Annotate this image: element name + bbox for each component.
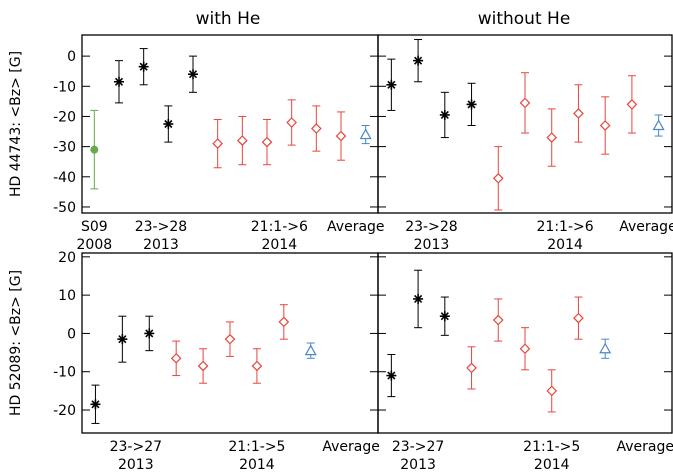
y-tick-label: -40 bbox=[53, 170, 76, 186]
category-label: S09 bbox=[81, 219, 108, 235]
y-tick-label: 0 bbox=[67, 49, 76, 65]
data-point-diamond bbox=[251, 360, 263, 372]
y-tick-label: -10 bbox=[53, 79, 76, 95]
y-tick-label: -20 bbox=[53, 403, 76, 419]
category-label: 21:1->5 bbox=[523, 439, 580, 455]
data-point-diamond bbox=[236, 135, 248, 146]
data-point-star bbox=[114, 76, 124, 87]
data-point-diamond bbox=[492, 172, 504, 184]
data-point-star bbox=[386, 370, 397, 381]
data-point-star bbox=[90, 399, 101, 410]
category-label: 23->28 bbox=[405, 219, 457, 235]
category-label: 21:1->5 bbox=[228, 439, 285, 455]
data-point-star bbox=[413, 293, 424, 304]
category-label: Average bbox=[322, 439, 380, 455]
category-year-label: 2014 bbox=[534, 457, 570, 473]
data-point-diamond bbox=[546, 132, 558, 143]
plot-frame bbox=[377, 34, 673, 214]
y-tick-label: -10 bbox=[53, 365, 76, 381]
data-point-diamond bbox=[224, 333, 236, 345]
category-year-label: 2014 bbox=[239, 457, 275, 473]
data-point-diamond bbox=[492, 314, 504, 326]
data-point-star bbox=[439, 311, 450, 322]
data-point-diamond bbox=[310, 123, 322, 134]
data-point-star bbox=[413, 55, 424, 66]
category-label: 21:1->6 bbox=[251, 219, 308, 235]
data-point-star bbox=[386, 79, 397, 90]
y-tick-label: 20 bbox=[58, 250, 76, 266]
data-point-diamond bbox=[626, 99, 638, 110]
panel-bottom-right: 23->27 2013 21:1->5 2014 Average bbox=[377, 252, 673, 473]
data-point-diamond bbox=[546, 385, 558, 397]
plot-frame bbox=[377, 252, 673, 434]
data-point-circle bbox=[90, 145, 99, 154]
panel-bottom-left: 20 10 0 -10 -20 HD 52089: <Bz> [G] 23->27 2013 2… bbox=[8, 250, 380, 473]
column-title-with-he: with He bbox=[196, 9, 261, 29]
data-point-star bbox=[188, 69, 198, 80]
y-axis-label: HD 44743: <Bz> [G] bbox=[8, 51, 24, 197]
category-label: 23->27 bbox=[392, 439, 444, 455]
data-point-triangle bbox=[652, 119, 665, 131]
category-year-label: 2013 bbox=[118, 457, 154, 473]
data-point-diamond bbox=[170, 352, 182, 364]
data-point-diamond bbox=[599, 120, 611, 131]
category-label: 23->28 bbox=[135, 219, 187, 235]
y-tick-label: -50 bbox=[53, 200, 76, 216]
data-point-diamond bbox=[519, 97, 531, 109]
data-point-star bbox=[117, 334, 128, 345]
data-point-diamond bbox=[573, 108, 584, 119]
plot-frame bbox=[81, 34, 379, 214]
y-tick-label: 10 bbox=[58, 288, 76, 304]
panel-top-left: 0 -10 -20 -30 -40 -50 HD 44743: <Bz> [G] S09 200… bbox=[8, 34, 385, 253]
data-point-diamond bbox=[197, 360, 209, 372]
category-label: Average bbox=[617, 439, 673, 455]
data-point-star bbox=[144, 328, 155, 339]
category-label: 23->27 bbox=[110, 439, 162, 455]
y-axis-label: HD 52089: <Bz> [G] bbox=[8, 270, 24, 416]
category-year-label: 2014 bbox=[547, 237, 583, 253]
category-year-label: 2013 bbox=[143, 237, 179, 253]
data-point-star bbox=[439, 109, 450, 120]
data-point-triangle bbox=[304, 344, 317, 356]
column-title-without-he: without He bbox=[478, 9, 571, 29]
y-tick-label: 0 bbox=[67, 326, 76, 342]
data-point-diamond bbox=[519, 343, 531, 355]
data-point-diamond bbox=[466, 362, 477, 374]
data-point-triangle bbox=[359, 128, 372, 140]
data-point-star bbox=[466, 99, 477, 110]
data-point-star bbox=[163, 119, 174, 129]
data-point-diamond bbox=[573, 312, 584, 324]
data-point-diamond bbox=[212, 138, 224, 149]
data-point-diamond bbox=[286, 117, 298, 128]
category-label: Average bbox=[619, 219, 673, 235]
category-label: Average bbox=[327, 219, 385, 235]
data-point-diamond bbox=[335, 130, 347, 142]
y-tick-label: -20 bbox=[53, 109, 76, 125]
category-label: 21:1->6 bbox=[537, 219, 594, 235]
data-point-star bbox=[138, 61, 149, 72]
data-point-triangle bbox=[599, 342, 612, 354]
panel-top-right: 23->28 2013 21:1->6 2014 Average bbox=[377, 34, 673, 253]
category-year-label: 2008 bbox=[77, 237, 113, 253]
data-point-diamond bbox=[278, 316, 290, 328]
category-year-label: 2013 bbox=[414, 237, 450, 253]
data-point-diamond bbox=[261, 136, 273, 148]
category-year-label: 2013 bbox=[400, 457, 436, 473]
category-year-label: 2014 bbox=[262, 237, 298, 253]
y-tick-label: -30 bbox=[53, 140, 76, 156]
